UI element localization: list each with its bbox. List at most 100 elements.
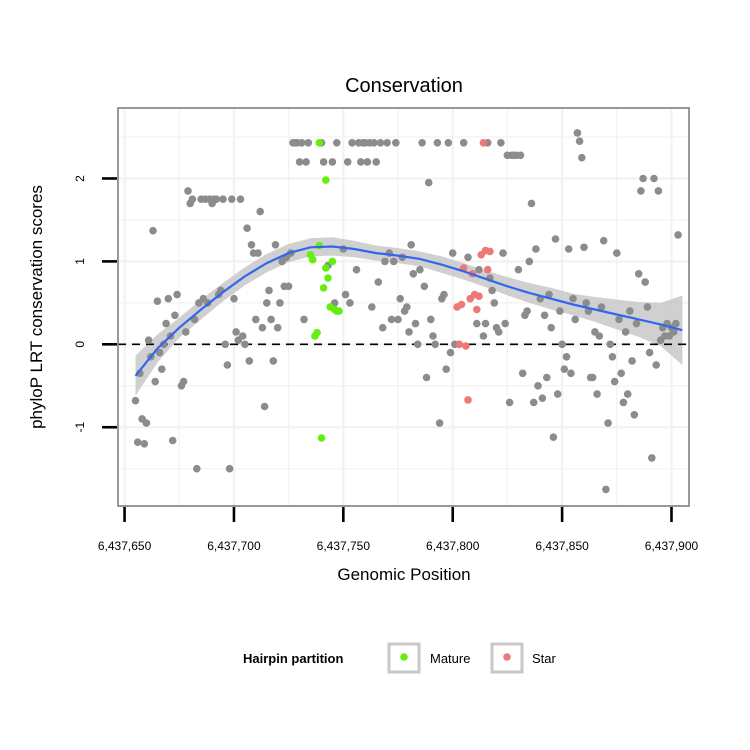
point-other	[429, 332, 437, 340]
point-other	[413, 340, 422, 349]
point-other	[488, 286, 496, 295]
point-other	[131, 396, 140, 405]
point-other	[630, 411, 639, 419]
point-other	[578, 153, 586, 162]
point-other	[499, 249, 507, 257]
point-other	[473, 319, 481, 328]
point-other	[523, 307, 531, 315]
point-other	[396, 294, 405, 303]
point-other	[407, 241, 416, 249]
point-other	[155, 348, 164, 357]
point-other	[597, 303, 606, 311]
point-star	[462, 342, 470, 350]
point-mature	[328, 257, 337, 266]
x-tick-label: 6,437,750	[317, 539, 371, 553]
point-other	[302, 158, 310, 166]
point-other	[422, 373, 431, 382]
point-other	[442, 365, 451, 374]
point-mature	[322, 176, 330, 184]
point-other	[348, 139, 356, 147]
point-other	[525, 257, 534, 266]
point-other	[341, 290, 350, 299]
point-other	[564, 245, 573, 253]
point-star	[486, 247, 494, 256]
x-tick-label: 6,437,800	[426, 539, 480, 553]
point-other	[265, 286, 273, 295]
point-other	[490, 299, 499, 307]
legend-marker-mature	[400, 653, 408, 661]
point-other	[547, 323, 555, 332]
point-other	[370, 139, 378, 147]
point-other	[273, 323, 282, 332]
point-other	[505, 398, 514, 407]
point-other	[149, 226, 157, 235]
point-other	[560, 365, 569, 374]
y-tick-label: -1	[73, 422, 87, 433]
point-other	[228, 195, 236, 203]
point-other	[440, 290, 448, 299]
point-other	[588, 373, 597, 382]
point-other	[435, 419, 444, 427]
point-star	[479, 139, 488, 147]
point-other	[551, 235, 560, 243]
point-other	[374, 278, 383, 286]
point-other	[151, 377, 159, 386]
point-other	[258, 323, 267, 332]
point-other	[256, 207, 265, 216]
point-other	[271, 241, 280, 249]
point-other	[300, 315, 308, 324]
point-other	[427, 315, 435, 324]
point-other	[562, 353, 571, 361]
point-other	[263, 299, 271, 307]
point-other	[558, 340, 566, 349]
point-other	[639, 174, 647, 183]
point-other	[595, 332, 604, 340]
point-other	[179, 377, 188, 386]
y-axis: -1 0 1 2	[73, 175, 117, 433]
point-other	[645, 348, 654, 357]
legend-marker-star	[503, 653, 511, 661]
point-other	[518, 369, 527, 378]
x-axis: 6,437,650 6,437,700 6,437,750 6,437,800 6,43…	[98, 507, 699, 553]
point-other	[319, 158, 328, 166]
point-other	[230, 294, 238, 303]
point-other	[153, 297, 162, 306]
point-other	[260, 402, 269, 411]
point-other	[672, 319, 680, 328]
x-axis-label: Genomic Position	[337, 565, 470, 584]
point-other	[298, 139, 306, 147]
point-other	[602, 485, 610, 494]
point-other	[643, 303, 652, 311]
point-other	[481, 319, 490, 328]
point-other	[626, 307, 634, 315]
point-star	[483, 265, 492, 274]
point-other	[529, 398, 538, 407]
point-other	[212, 195, 221, 203]
point-mature	[315, 139, 324, 147]
point-other	[621, 328, 630, 336]
legend-key-star	[490, 642, 524, 674]
point-other	[245, 357, 254, 365]
x-tick-label: 6,437,850	[535, 539, 589, 553]
point-other	[420, 282, 429, 291]
point-other	[252, 315, 260, 324]
point-other	[540, 311, 549, 320]
point-other	[236, 195, 245, 203]
point-other	[168, 436, 177, 445]
point-other	[615, 315, 623, 324]
point-other	[160, 340, 168, 349]
point-other	[383, 139, 391, 147]
point-other	[363, 158, 372, 166]
chart-title: Conservation	[345, 75, 463, 97]
point-other	[376, 139, 385, 147]
point-star	[475, 292, 483, 301]
point-other	[182, 328, 190, 336]
point-mature	[335, 307, 343, 315]
x-tick-label: 6,437,700	[207, 539, 261, 553]
point-mature	[308, 255, 317, 264]
x-tick-label: 6,437,650	[98, 539, 152, 553]
point-other	[538, 394, 547, 403]
point-other	[608, 353, 617, 361]
